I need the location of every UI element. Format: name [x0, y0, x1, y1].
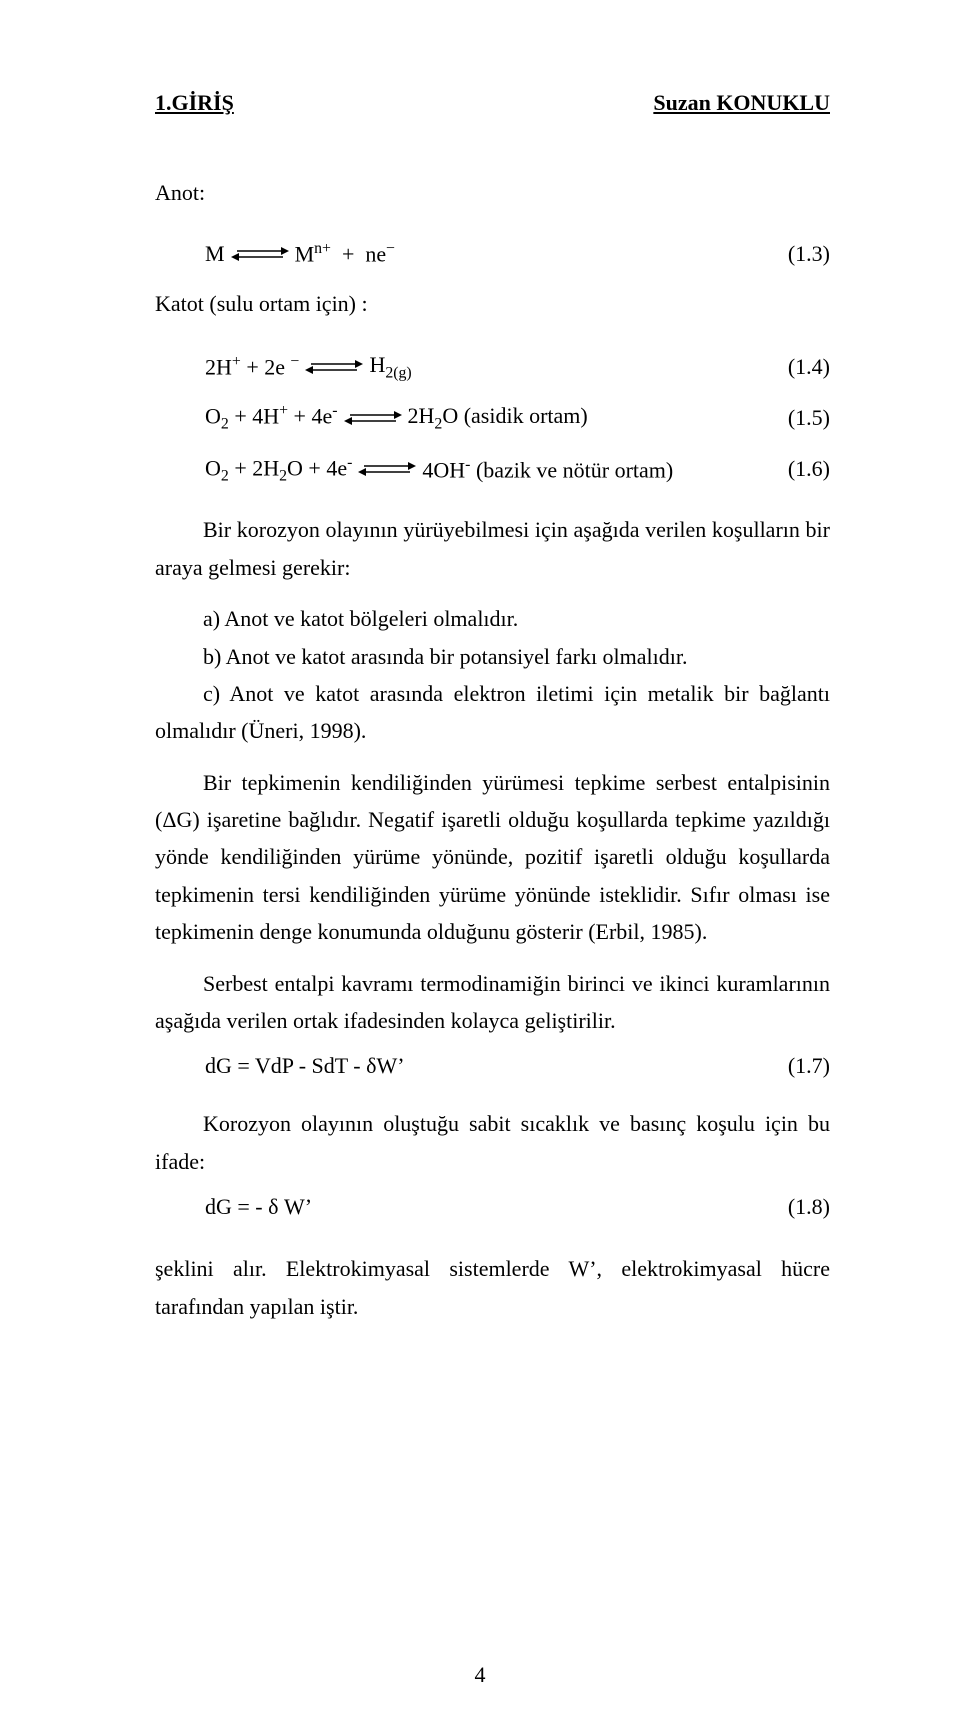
double-arrow-icon — [358, 461, 416, 477]
eq-lhs: O2 + 2H2O + 4e- — [205, 454, 352, 486]
equation-1-7: dG = VdP - SdT - δW’ (1.7) — [205, 1053, 830, 1079]
eq-number: (1.3) — [788, 241, 830, 267]
equation-1-6: O2 + 2H2O + 4e- 4OH- (bazik ve nötür ort… — [205, 454, 830, 486]
equation-1-4: 2H+ + 2e − H2(g) (1.4) — [205, 352, 830, 382]
eq-body: 2H+ + 2e − H2(g) — [205, 352, 412, 382]
equation-1-8: dG = - δ W’ (1.8) — [205, 1194, 830, 1220]
eq-lhs: dG = VdP - SdT - δW’ — [205, 1053, 405, 1079]
equation-1-3: M Mn+ + ne− (1.3) — [205, 240, 830, 267]
paragraph-5: şeklini alır. Elektrokimyasal sistemlerd… — [155, 1250, 830, 1325]
paragraph-2: Bir tepkimenin kendiliğinden yürümesi te… — [155, 764, 830, 951]
eq-number: (1.7) — [788, 1053, 830, 1079]
eq-number: (1.6) — [788, 456, 830, 482]
eq-body: O2 + 4H+ + 4e- 2H2O (asidik ortam) — [205, 402, 588, 434]
eq-lhs: dG = - δ W’ — [205, 1194, 312, 1220]
page-container: 1.GİRİŞ Suzan KONUKLU Anot: M Mn+ + ne− … — [0, 0, 960, 1732]
eq-rhs: 4OH- (bazik ve nötür ortam) — [422, 456, 673, 483]
header-right: Suzan KONUKLU — [653, 90, 830, 116]
eq-body: dG = VdP - SdT - δW’ — [205, 1053, 405, 1079]
eq-body: O2 + 2H2O + 4e- 4OH- (bazik ve nötür ort… — [205, 454, 673, 486]
double-arrow-icon — [231, 246, 289, 262]
list-item-b: b) Anot ve katot arasında bir potansiyel… — [155, 638, 830, 675]
eq-lhs: O2 + 4H+ + 4e- — [205, 402, 338, 434]
eq-lhs: 2H+ + 2e − — [205, 353, 299, 380]
running-header: 1.GİRİŞ Suzan KONUKLU — [155, 90, 830, 116]
eq-rhs: Mn+ + ne− — [295, 240, 396, 267]
list-item-c: c) Anot ve katot arasında elektron ileti… — [155, 675, 830, 750]
eq-rhs: H2(g) — [369, 352, 411, 382]
header-left: 1.GİRİŞ — [155, 90, 234, 116]
eq-number: (1.5) — [788, 405, 830, 431]
eq-rhs: 2H2O (asidik ortam) — [408, 403, 588, 433]
double-arrow-icon — [305, 359, 363, 375]
equation-1-5: O2 + 4H+ + 4e- 2H2O (asidik ortam) (1.5) — [205, 402, 830, 434]
anot-label: Anot: — [155, 176, 830, 210]
paragraph-3: Serbest entalpi kavramı termodinamiğin b… — [155, 965, 830, 1040]
katot-label: Katot (sulu ortam için) : — [155, 287, 830, 321]
paragraph-1: Bir korozyon olayının yürüyebilmesi için… — [155, 511, 830, 586]
eq-number: (1.8) — [788, 1194, 830, 1220]
eq-body: M Mn+ + ne− — [205, 240, 395, 267]
double-arrow-icon — [344, 410, 402, 426]
list-item-a: a) Anot ve katot bölgeleri olmalıdır. — [155, 600, 830, 637]
paragraph-4: Korozyon olayının oluştuğu sabit sıcaklı… — [155, 1105, 830, 1180]
page-number: 4 — [0, 1662, 960, 1688]
eq-body: dG = - δ W’ — [205, 1194, 312, 1220]
eq-lhs: M — [205, 241, 225, 267]
eq-number: (1.4) — [788, 354, 830, 380]
